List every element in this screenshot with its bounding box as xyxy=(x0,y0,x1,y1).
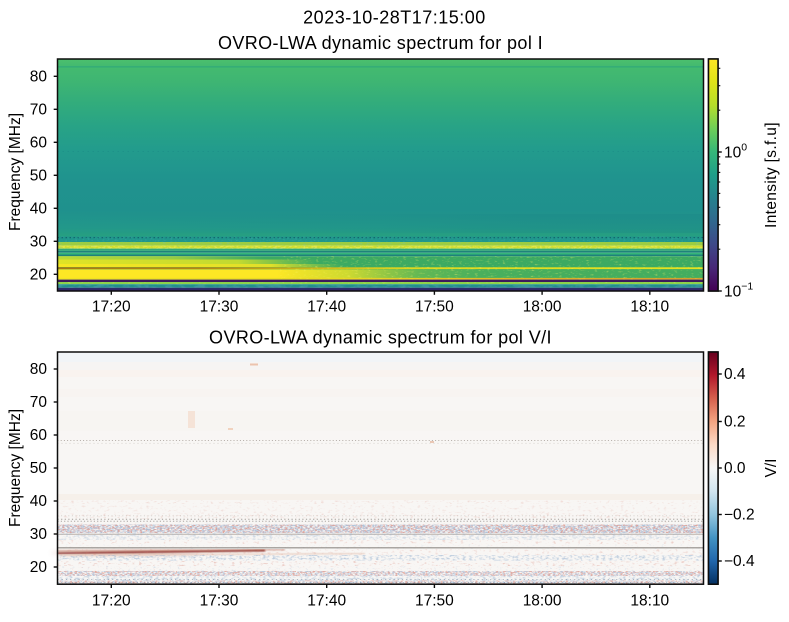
svg-text:30: 30 xyxy=(30,234,48,251)
svg-text:17:50: 17:50 xyxy=(415,593,454,610)
svg-text:−0.4: −0.4 xyxy=(724,553,755,570)
svg-text:Intensity [s.f.u]: Intensity [s.f.u] xyxy=(763,122,780,228)
svg-text:70: 70 xyxy=(30,102,48,119)
svg-text:60: 60 xyxy=(30,427,48,444)
svg-text:60: 60 xyxy=(30,135,48,152)
svg-text:20: 20 xyxy=(30,559,48,576)
svg-text:17:20: 17:20 xyxy=(92,593,131,610)
svg-text:0.0: 0.0 xyxy=(724,460,746,477)
svg-text:−0.2: −0.2 xyxy=(724,507,755,524)
svg-text:10−1: 10−1 xyxy=(724,281,753,301)
svg-text:100: 100 xyxy=(724,142,747,162)
svg-text:17:30: 17:30 xyxy=(200,593,239,610)
svg-text:50: 50 xyxy=(30,460,48,477)
svg-text:80: 80 xyxy=(30,361,48,378)
svg-text:17:20: 17:20 xyxy=(92,299,131,316)
svg-text:80: 80 xyxy=(30,69,48,86)
svg-text:OVRO-LWA dynamic spectrum for: OVRO-LWA dynamic spectrum for pol I xyxy=(218,33,543,53)
svg-text:20: 20 xyxy=(30,267,48,284)
svg-text:2023-10-28T17:15:00: 2023-10-28T17:15:00 xyxy=(303,7,486,27)
svg-text:OVRO-LWA dynamic spectrum for: OVRO-LWA dynamic spectrum for pol V/I xyxy=(209,328,552,348)
svg-text:Frequency [MHz]: Frequency [MHz] xyxy=(7,409,24,527)
svg-text:17:40: 17:40 xyxy=(307,593,346,610)
svg-text:18:00: 18:00 xyxy=(523,593,562,610)
svg-text:50: 50 xyxy=(30,168,48,185)
svg-text:17:30: 17:30 xyxy=(200,299,239,316)
svg-text:70: 70 xyxy=(30,394,48,411)
svg-text:V/I: V/I xyxy=(763,459,780,478)
svg-text:17:40: 17:40 xyxy=(307,299,346,316)
svg-text:Frequency [MHz]: Frequency [MHz] xyxy=(7,113,24,231)
svg-text:18:10: 18:10 xyxy=(630,593,669,610)
svg-text:40: 40 xyxy=(30,201,48,218)
svg-text:0.2: 0.2 xyxy=(724,414,746,431)
svg-text:17:50: 17:50 xyxy=(415,299,454,316)
svg-text:30: 30 xyxy=(30,526,48,543)
svg-text:40: 40 xyxy=(30,493,48,510)
svg-text:18:10: 18:10 xyxy=(630,299,669,316)
svg-text:18:00: 18:00 xyxy=(523,299,562,316)
svg-text:0.4: 0.4 xyxy=(724,366,746,383)
